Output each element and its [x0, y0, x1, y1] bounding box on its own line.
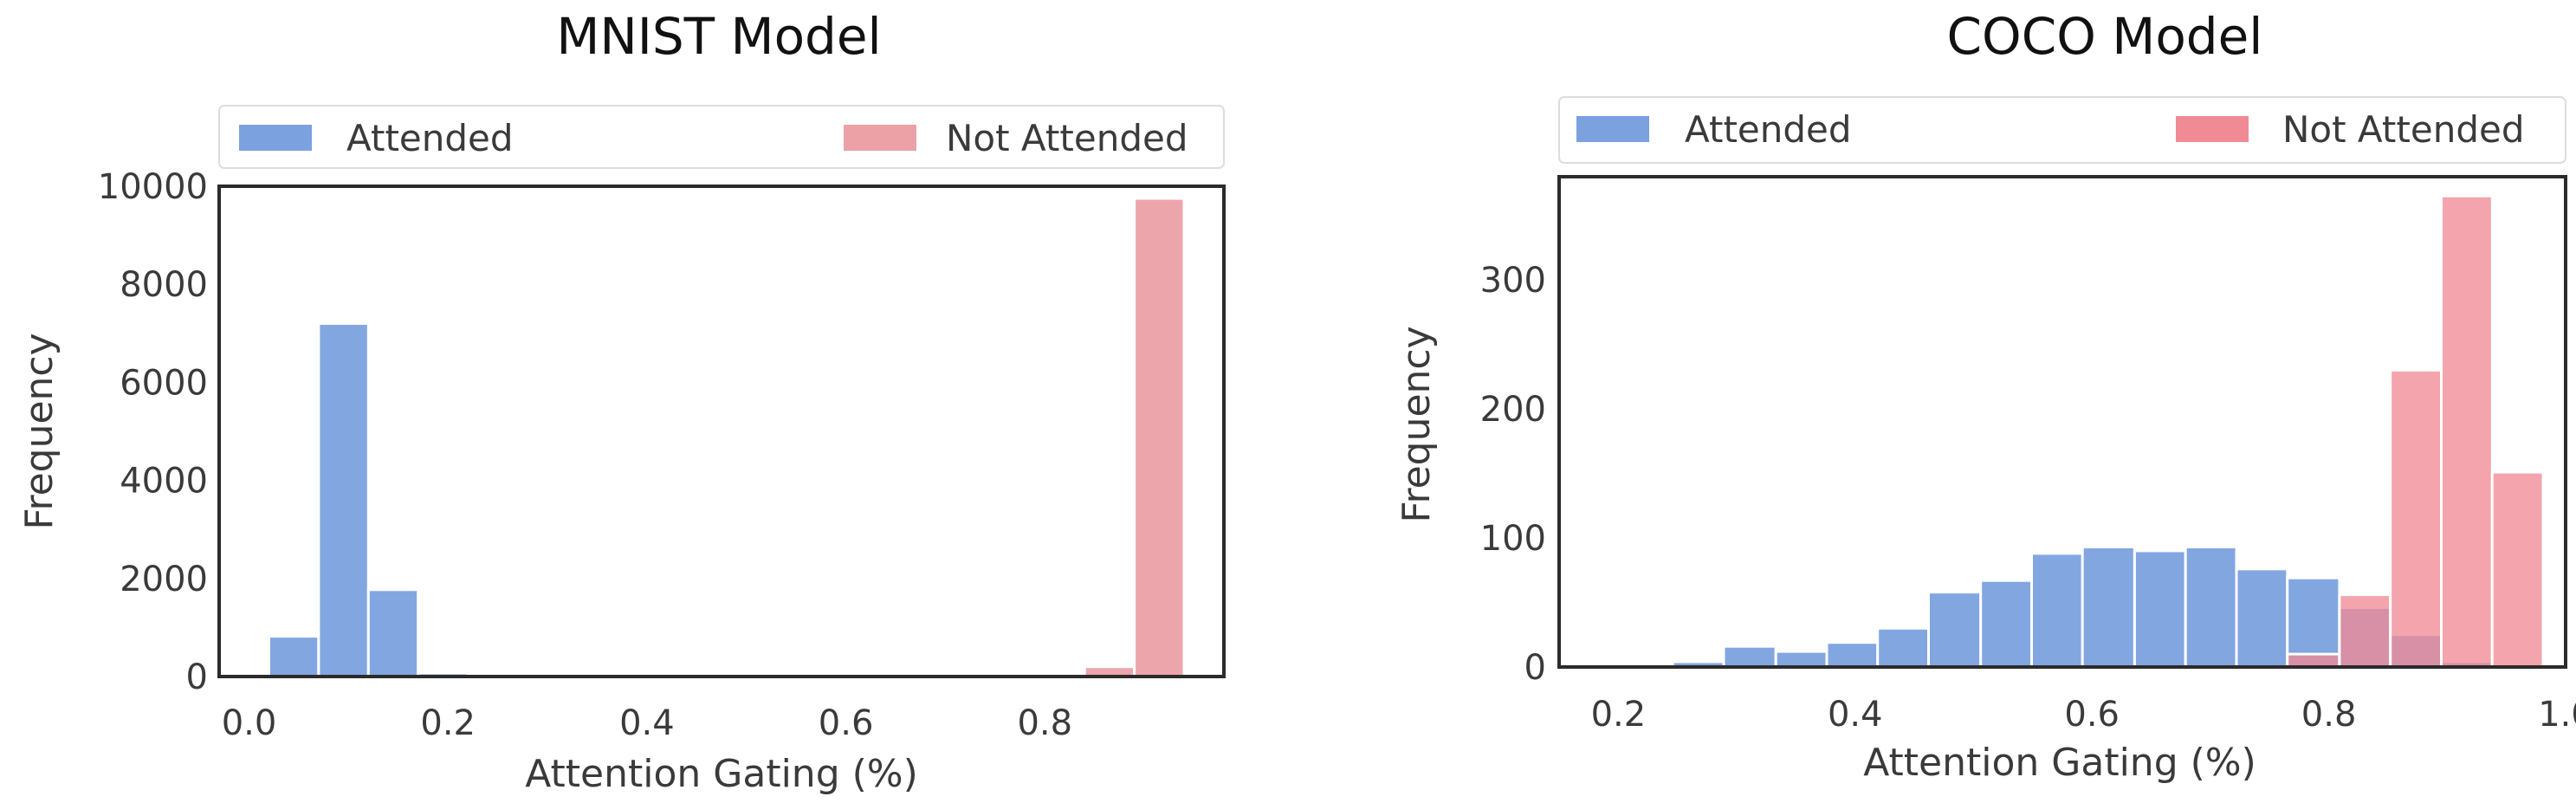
legend-box — [218, 105, 1225, 169]
chart-coco: COCO Model Attended Not Attended 0 100 200… — [1395, 7, 2576, 785]
bars — [267, 197, 1186, 678]
y-tick-label: 6000 — [120, 363, 208, 403]
y-axis-label: Frequency — [17, 333, 61, 529]
bar-attended — [1825, 641, 1880, 669]
legend: Attended Not Attended — [218, 105, 1225, 169]
bar-not-attended — [2389, 368, 2443, 669]
y-tick-label: 10000 — [98, 167, 208, 207]
y-tick-label: 8000 — [120, 265, 208, 305]
x-tick-label: 0.2 — [1591, 695, 1647, 735]
y-tick-label: 100 — [1480, 519, 1546, 559]
y-ticks: 0 100 200 300 — [1480, 261, 1546, 688]
x-tick-label: 1.0 — [2538, 695, 2576, 735]
x-tick-label: 0.0 — [222, 703, 277, 743]
chart-title: COCO Model — [1947, 7, 2263, 66]
legend-swatch-attended — [239, 125, 312, 151]
bar-attended — [2133, 549, 2187, 669]
x-tick-label: 0.4 — [619, 703, 675, 743]
bar-attended — [317, 322, 370, 678]
y-tick-label: 0 — [186, 657, 208, 697]
y-axis-label: Frequency — [1395, 326, 1439, 522]
x-ticks: 0.0 0.2 0.4 0.6 0.8 — [222, 703, 1072, 743]
bar-attended — [2235, 567, 2289, 669]
legend-label-attended: Attended — [1685, 108, 1852, 151]
legend: Attended Not Attended — [1558, 96, 2566, 164]
legend-swatch-not-attended — [844, 125, 916, 151]
plot-frame — [217, 185, 1226, 678]
bar-attended — [2081, 546, 2136, 669]
bar-not-attended — [2490, 470, 2545, 669]
y-tick-label: 200 — [1480, 390, 1546, 430]
x-ticks: 0.2 0.4 0.6 0.8 1.0 — [1591, 695, 2576, 735]
legend-swatch-not-attended — [2176, 116, 2249, 142]
bar-not-attended — [1133, 197, 1186, 678]
plot-frame — [1557, 175, 2567, 669]
chart-title: MNIST Model — [556, 7, 881, 66]
legend-label-not-attended: Not Attended — [946, 117, 1188, 159]
legend-label-attended: Attended — [346, 117, 514, 159]
legend-swatch-attended — [1576, 116, 1649, 142]
y-ticks: 0 2000 4000 6000 8000 10000 — [98, 167, 208, 697]
bar-attended — [1979, 579, 2033, 669]
bar-attended — [1876, 626, 1930, 669]
x-tick-label: 0.4 — [1828, 695, 1883, 735]
bar-not-attended — [2286, 652, 2341, 669]
legend-label-not-attended: Not Attended — [2282, 108, 2524, 151]
bar-not-attended — [2338, 593, 2392, 669]
x-tick-label: 0.2 — [420, 703, 476, 743]
y-tick-label: 0 — [1524, 648, 1546, 688]
chart-mnist: MNIST Model Attended Not Attended 0 2000 4… — [17, 7, 1226, 796]
bar-attended — [1722, 644, 1777, 669]
bars — [1671, 194, 2545, 669]
legend-box — [1558, 96, 2566, 164]
y-tick-label: 300 — [1480, 261, 1546, 301]
bar-attended — [1774, 650, 1828, 669]
bar-attended — [2184, 546, 2238, 669]
bar-attended — [366, 588, 420, 678]
bar-not-attended — [2440, 194, 2494, 669]
y-tick-label: 4000 — [120, 462, 208, 502]
x-axis-label: Attention Gating (%) — [525, 752, 918, 796]
x-axis-label: Attention Gating (%) — [1863, 741, 2256, 785]
bar-attended — [267, 635, 320, 678]
x-tick-label: 0.8 — [2301, 695, 2357, 735]
y-tick-label: 2000 — [120, 560, 208, 599]
x-tick-label: 0.8 — [1017, 703, 1072, 743]
x-tick-label: 0.6 — [819, 703, 874, 743]
bar-attended — [2030, 552, 2084, 669]
x-tick-label: 0.6 — [2064, 695, 2120, 735]
bar-attended — [1927, 591, 1983, 669]
